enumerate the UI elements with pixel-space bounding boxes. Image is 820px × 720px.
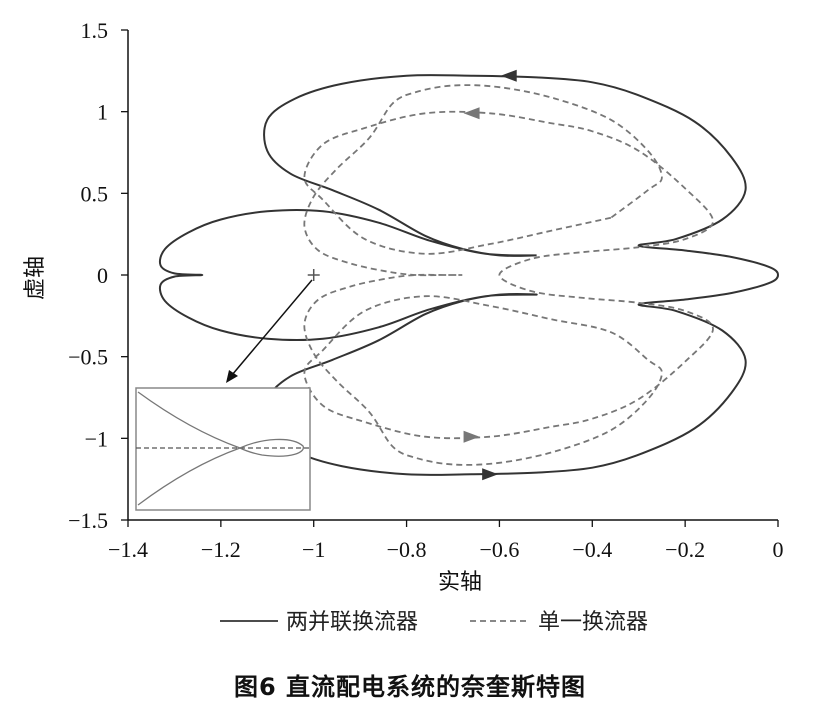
direction-arrow xyxy=(482,468,499,481)
y-tick-label: −1.5 xyxy=(68,508,108,533)
x-tick-label: −1.2 xyxy=(201,537,241,562)
y-tick-label: −1 xyxy=(85,426,108,451)
series-line-single-converter xyxy=(303,84,714,466)
y-tick-label: 1.5 xyxy=(81,18,109,43)
x-axis-title: 实轴 xyxy=(438,570,482,595)
nyquist-plot: −1.4 −1.2 −1 −0.8 −0.6 −0.4 −0.2 0 −1.5 −1 −0.5 0 0.… xyxy=(23,18,784,635)
direction-arrow xyxy=(500,69,517,82)
inset-frame xyxy=(135,387,311,511)
x-tick-label: −0.2 xyxy=(665,537,705,562)
series-line-parallel-converters xyxy=(158,74,780,476)
y-tick-label: 0 xyxy=(97,263,108,288)
x-tick-label: −0.8 xyxy=(387,537,427,562)
direction-arrow xyxy=(463,430,480,443)
callout-line xyxy=(231,279,313,376)
y-axis-title: 虚轴 xyxy=(23,256,48,300)
x-tick-label: −1 xyxy=(302,537,325,562)
x-tick-label: −1.4 xyxy=(108,537,148,562)
callout-arrowhead xyxy=(226,370,238,383)
legend: 两并联换流器 单一换流器 xyxy=(220,610,648,635)
direction-arrow xyxy=(463,107,480,120)
inset-loop xyxy=(239,438,304,457)
y-tick-label: 1 xyxy=(97,100,108,125)
callout-arrow xyxy=(226,279,313,383)
marker-layer xyxy=(307,269,320,281)
figure-caption: 图6 直流配电系统的奈奎斯特图 xyxy=(233,673,587,701)
x-tick-label: −0.6 xyxy=(479,537,519,562)
legend-label-parallel: 两并联换流器 xyxy=(286,610,418,635)
y-tick-label: −0.5 xyxy=(68,345,108,370)
y-tick-label: 0.5 xyxy=(81,181,109,206)
x-tick-label: 0 xyxy=(773,537,784,562)
zoom-inset xyxy=(135,387,311,511)
axes: −1.4 −1.2 −1 −0.8 −0.6 −0.4 −0.2 0 −1.5 −1 −0.5 0 0.… xyxy=(68,18,783,562)
legend-label-single: 单一换流器 xyxy=(538,610,648,635)
x-tick-label: −0.4 xyxy=(572,537,612,562)
series-layer xyxy=(158,69,780,481)
